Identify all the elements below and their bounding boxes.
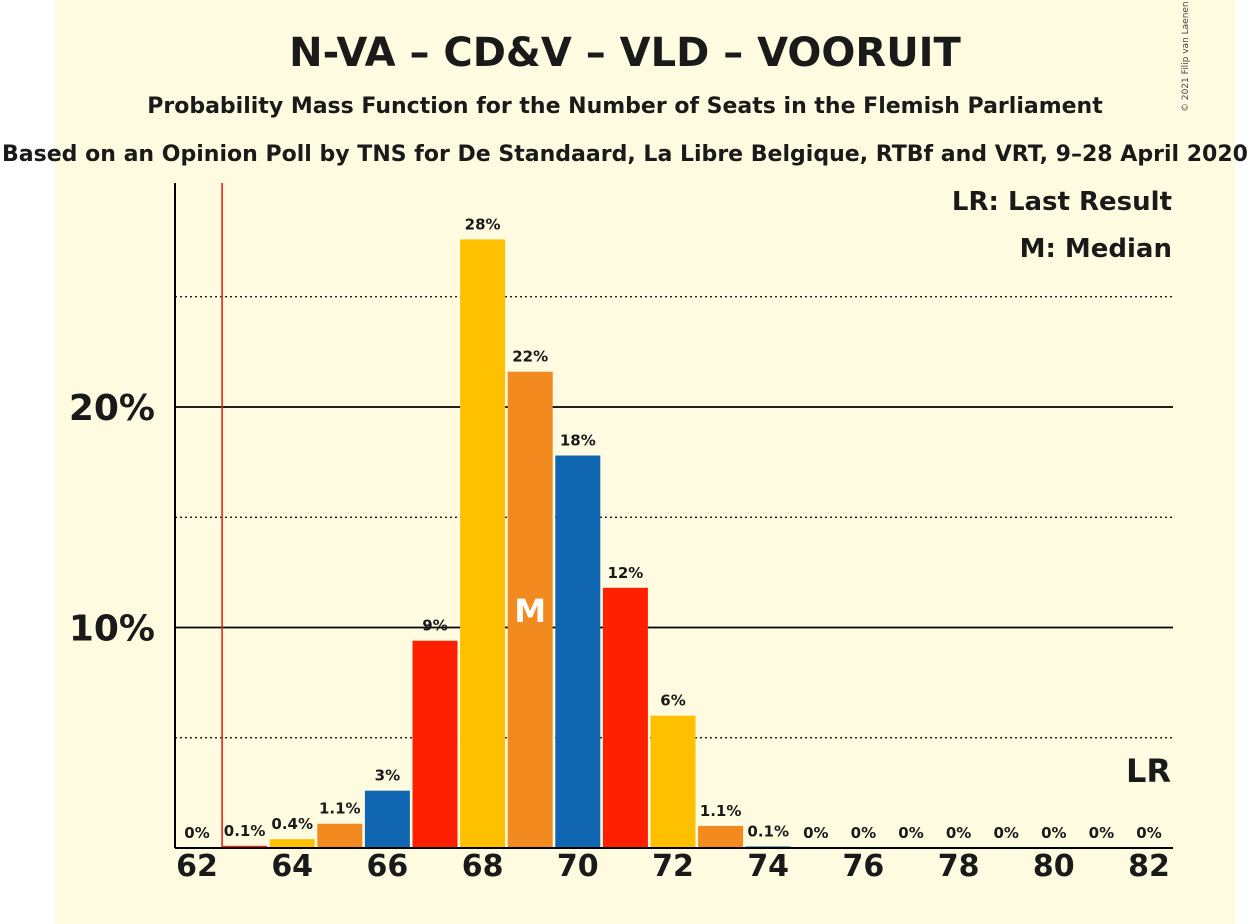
- bar-value-labels: 0% 0.1% 0.4% 1.1% 3% 9% 28% 22% 18% 12% 6% 1.1% 0.1%…: [184, 215, 1161, 842]
- bar-64: [269, 839, 315, 848]
- bar-70: [555, 455, 601, 848]
- bar-label-76: 0%: [851, 824, 876, 842]
- x-tick-64: 64: [271, 849, 313, 884]
- bar-label-65: 1.1%: [319, 800, 361, 818]
- y-tick-labels: 10% 20%: [69, 388, 155, 650]
- bar-label-67: 9%: [422, 617, 447, 635]
- x-tick-68: 68: [462, 849, 504, 884]
- y-tick-10: 10%: [69, 609, 155, 650]
- bar-label-79: 0%: [993, 824, 1018, 842]
- bar-67: [412, 640, 458, 848]
- bar-label-77: 0%: [898, 824, 923, 842]
- bars: [222, 239, 791, 849]
- axes: [174, 183, 1173, 849]
- bar-72: [650, 715, 696, 848]
- bar-71: [602, 587, 648, 848]
- chart-source: Based on an Opinion Poll by TNS for De S…: [2, 142, 1248, 167]
- bar-69: [507, 371, 553, 848]
- bar-65: [317, 823, 363, 848]
- x-tick-70: 70: [557, 849, 599, 884]
- x-tick-66: 66: [367, 849, 409, 884]
- last-result-marker: LR: [1126, 752, 1171, 790]
- x-tick-78: 78: [938, 849, 980, 884]
- bar-label-74: 0.1%: [747, 822, 789, 840]
- chart-title: N-VA – CD&V – VLD – VOORUIT: [289, 30, 961, 76]
- bar-label-64: 0.4%: [271, 815, 313, 833]
- median-marker: M: [514, 592, 546, 630]
- bar-label-72: 6%: [660, 692, 685, 710]
- x-tick-labels: 62 64 66 68 70 72 74 76 78 80 82: [176, 849, 1170, 884]
- bar-73: [698, 825, 744, 848]
- y-tick-20: 20%: [69, 388, 155, 429]
- bar-label-75: 0%: [803, 824, 828, 842]
- x-tick-82: 82: [1128, 849, 1170, 884]
- x-tick-72: 72: [652, 849, 694, 884]
- bar-label-82: 0%: [1136, 824, 1161, 842]
- bar-label-69: 22%: [512, 348, 548, 366]
- legend-median: M: Median: [1020, 234, 1172, 264]
- legend-last-result: LR: Last Result: [952, 187, 1172, 217]
- bar-label-63: 0.1%: [224, 822, 266, 840]
- bar-63: [222, 845, 268, 848]
- copyright-text: © 2021 Filip van Laenen: [1181, 1, 1191, 112]
- bar-label-68: 28%: [465, 215, 501, 233]
- bar-66: [364, 790, 410, 848]
- bar-label-73: 1.1%: [700, 802, 742, 820]
- bar-label-71: 12%: [607, 564, 643, 582]
- bar-label-78: 0%: [946, 824, 971, 842]
- grid-lines: [175, 183, 1173, 848]
- bar-label-81: 0%: [1089, 824, 1114, 842]
- bar-68: [460, 239, 506, 849]
- x-tick-76: 76: [843, 849, 885, 884]
- x-tick-80: 80: [1033, 849, 1075, 884]
- x-tick-74: 74: [747, 849, 789, 884]
- chart-subtitle: Probability Mass Function for the Number…: [147, 94, 1103, 119]
- bar-label-66: 3%: [375, 767, 400, 785]
- bar-label-80: 0%: [1041, 824, 1066, 842]
- bar-label-62: 0%: [184, 824, 209, 842]
- x-tick-62: 62: [176, 849, 218, 884]
- bar-label-70: 18%: [560, 432, 596, 450]
